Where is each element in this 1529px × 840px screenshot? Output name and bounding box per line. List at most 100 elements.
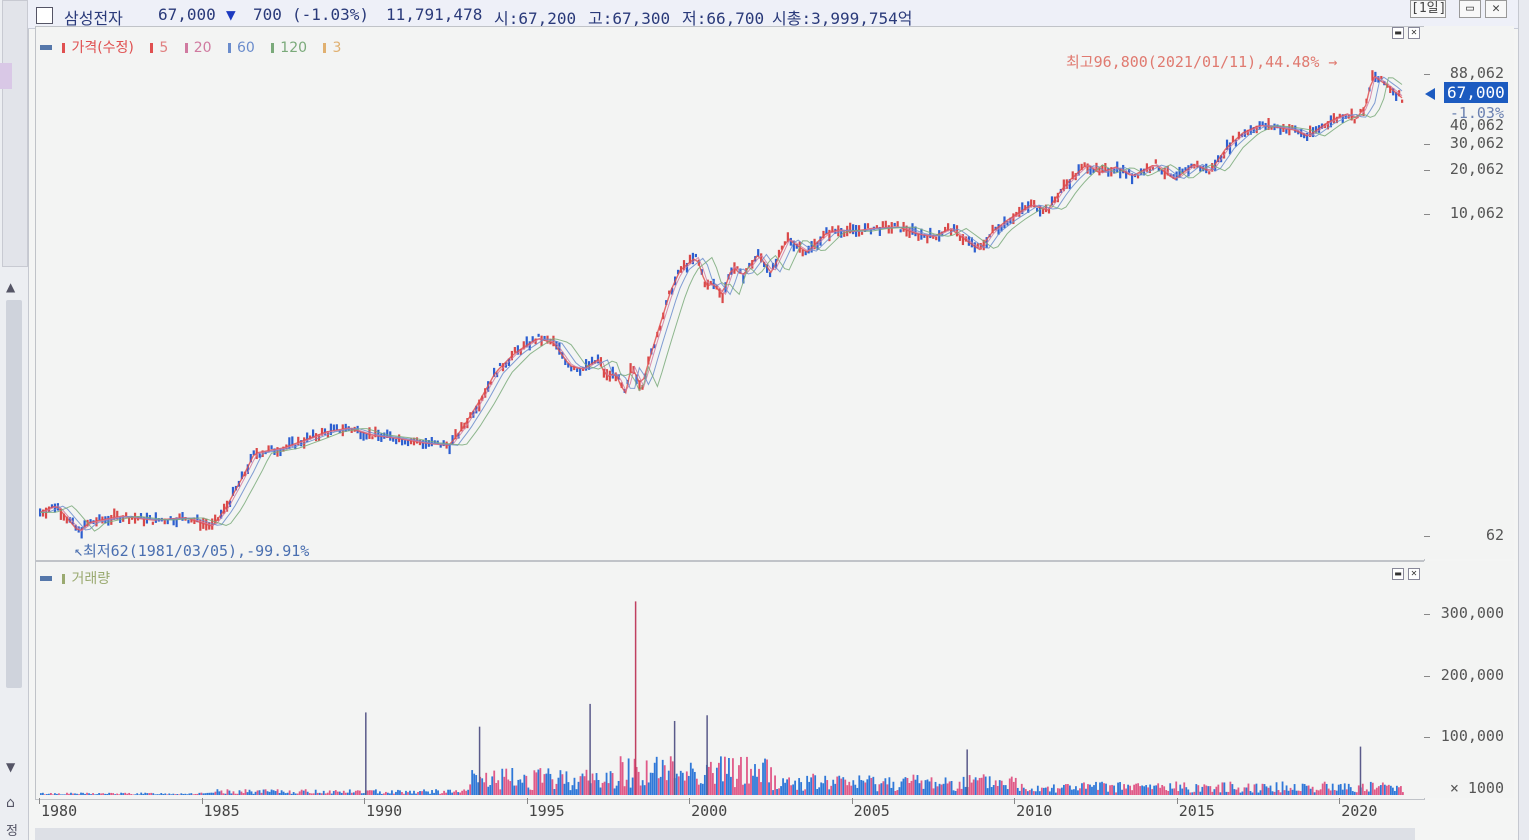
price-candle	[768, 272, 772, 278]
volume-bar	[194, 793, 197, 795]
select-checkbox[interactable]	[36, 7, 53, 24]
volume-bar	[433, 792, 435, 795]
volume-bar	[960, 788, 963, 795]
price-candle	[249, 453, 252, 463]
price-candle	[1196, 160, 1199, 168]
price-candle	[671, 287, 674, 295]
price-candle	[1071, 171, 1074, 180]
volume-bar	[593, 780, 596, 795]
price-candle	[852, 224, 855, 235]
volume-bar	[495, 782, 498, 795]
close-icon[interactable]: ✕	[1485, 0, 1507, 18]
volume-bar	[1211, 791, 1214, 795]
scroll-down-arrow-icon[interactable]: ▼	[6, 760, 16, 774]
price-candle	[1163, 167, 1166, 180]
volume-bar	[340, 792, 343, 795]
volume-bar	[601, 782, 604, 795]
price-candle	[222, 503, 226, 514]
price-candle	[1389, 85, 1392, 94]
volume-bar	[278, 792, 281, 795]
volume-bar	[423, 789, 425, 795]
price-candle	[1083, 162, 1086, 167]
volume-bar	[1361, 783, 1364, 795]
volume-bar	[1237, 787, 1240, 795]
volume-bar	[711, 773, 714, 795]
volume-bar	[134, 794, 137, 795]
volume-bar	[1347, 783, 1350, 795]
volume-bar	[314, 789, 317, 795]
volume-bar	[206, 792, 209, 795]
volume-bar	[1387, 784, 1390, 795]
price-candle	[786, 232, 789, 242]
volume-bar	[1046, 786, 1049, 795]
volume-bar	[818, 787, 821, 795]
volume-bar	[876, 791, 879, 795]
volume-bar	[918, 783, 921, 795]
price-candle	[267, 445, 270, 453]
volume-bar	[1030, 788, 1033, 795]
volume-bar	[633, 758, 636, 795]
price-candle	[190, 519, 193, 523]
volume-bar	[308, 793, 311, 795]
volume-bar	[1207, 786, 1210, 795]
panel-close-icon[interactable]: ✕	[1408, 568, 1420, 580]
volume-bar	[481, 778, 484, 795]
volume-bar	[439, 793, 441, 795]
home-icon[interactable]: ⌂	[6, 795, 15, 811]
volume-bar	[1269, 785, 1272, 795]
volume-bar	[1395, 785, 1398, 795]
volume-bar	[1000, 780, 1003, 795]
volume-bar	[539, 768, 542, 795]
volume-bar	[990, 787, 993, 795]
volume-bar	[707, 766, 710, 795]
volume-bar	[272, 790, 275, 795]
price-candle	[1033, 200, 1036, 208]
price-candle	[608, 370, 611, 382]
volume-bar	[1357, 785, 1360, 795]
volume-bar	[1193, 791, 1196, 795]
settings-icon[interactable]: 정	[6, 824, 18, 839]
volume-chart-panel[interactable]: 거래량 ▬ ✕	[35, 561, 1425, 800]
price-candle	[1285, 129, 1288, 134]
price-candle	[964, 236, 968, 242]
vertical-scrollbar[interactable]	[6, 300, 22, 688]
volume-bar	[1351, 791, 1354, 795]
volume-bar	[886, 784, 889, 795]
volume-bar	[108, 792, 111, 795]
panel-minimize-icon[interactable]: ▬	[1392, 568, 1404, 580]
volume-spike	[673, 720, 676, 795]
volume-bar	[856, 787, 859, 795]
price-candle	[460, 422, 463, 432]
volume-bar	[58, 793, 60, 795]
volume-bar	[1231, 784, 1234, 795]
price-axis-label: 62	[1485, 526, 1504, 544]
panel-minimize-icon[interactable]: ▬	[1392, 27, 1404, 39]
price-candle	[866, 223, 870, 229]
price-candle	[125, 512, 128, 518]
volume-bar	[858, 775, 861, 795]
x-axis-tick	[851, 798, 853, 804]
volume-bar	[176, 794, 179, 795]
price-chart-panel[interactable]: 가격(수정) 5 20 60 120 3 ▬ ✕ 최고96,800(2021/0…	[35, 26, 1425, 561]
period-button[interactable]: [1일]	[1410, 0, 1447, 18]
volume-bar	[1293, 784, 1296, 795]
scroll-up-arrow-icon[interactable]: ▲	[6, 280, 16, 294]
volume-bar	[1227, 791, 1230, 795]
horizontal-scrollbar[interactable]	[35, 828, 1415, 840]
volume-bar	[48, 793, 50, 795]
volume-bar	[746, 756, 748, 795]
volume-bar	[617, 780, 620, 795]
volume-bar	[120, 792, 123, 795]
stock-name[interactable]: 삼성전자	[64, 9, 123, 28]
volume-bar	[732, 758, 734, 795]
panel-close-icon[interactable]: ✕	[1408, 27, 1420, 39]
price-candle	[1036, 207, 1039, 212]
maximize-icon[interactable]: ▭	[1459, 0, 1481, 18]
volume-bar	[768, 782, 770, 795]
volume-bar	[956, 788, 959, 795]
volume-bar	[1161, 785, 1164, 795]
price-candle	[688, 254, 692, 264]
volume-bar	[916, 775, 919, 795]
volume-bar	[756, 776, 758, 795]
price-candle	[638, 380, 641, 391]
